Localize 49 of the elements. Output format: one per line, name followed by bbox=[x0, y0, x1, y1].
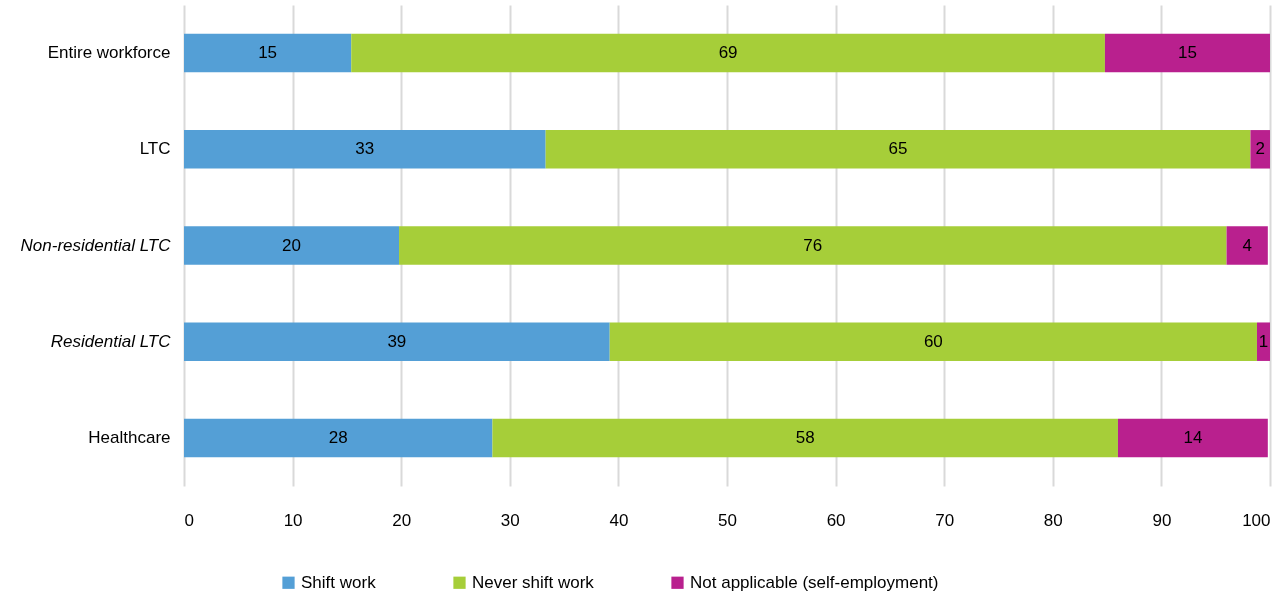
bar bbox=[1250, 130, 1270, 169]
bar bbox=[184, 130, 546, 169]
x-tick-label: 60 bbox=[826, 510, 846, 530]
x-tick-label: 30 bbox=[500, 510, 520, 530]
x-tick-label: 40 bbox=[609, 510, 629, 530]
y-tick-label: Healthcare bbox=[88, 427, 171, 447]
bar bbox=[184, 33, 352, 73]
data-label: 28 bbox=[328, 427, 348, 447]
bar bbox=[184, 322, 610, 361]
bar bbox=[184, 418, 493, 458]
bar bbox=[1117, 418, 1268, 458]
bar bbox=[492, 418, 1118, 458]
legend-label: Shift work bbox=[301, 572, 377, 592]
data-label: 39 bbox=[387, 331, 407, 351]
bar bbox=[351, 33, 1105, 73]
bar bbox=[399, 226, 1227, 265]
data-label: 14 bbox=[1183, 427, 1203, 447]
data-label: 20 bbox=[282, 235, 301, 255]
bar bbox=[545, 130, 1251, 169]
data-label: 15 bbox=[1178, 43, 1197, 63]
bar bbox=[1256, 322, 1270, 361]
data-label: 65 bbox=[888, 139, 908, 159]
data-label: 69 bbox=[718, 43, 738, 63]
legend-label: Never shift work bbox=[472, 572, 595, 592]
data-label: 1 bbox=[1258, 331, 1269, 351]
x-tick-label: 80 bbox=[1043, 510, 1063, 530]
data-label: 76 bbox=[803, 235, 823, 255]
y-tick-label: Non-residential LTC bbox=[20, 235, 172, 255]
y-tick-label: LTC bbox=[139, 139, 171, 159]
x-tick-label: 20 bbox=[392, 510, 412, 530]
y-tick-label: Residential LTC bbox=[50, 331, 172, 351]
legend-label: Not applicable (self-employment) bbox=[690, 572, 939, 592]
data-label: 33 bbox=[355, 139, 375, 159]
data-label: 15 bbox=[258, 43, 278, 63]
x-tick-label: 50 bbox=[718, 510, 737, 530]
x-tick-label: 90 bbox=[1152, 510, 1172, 530]
y-tick-label: Entire workforce bbox=[47, 43, 171, 63]
data-label: 58 bbox=[795, 427, 815, 447]
data-label: 2 bbox=[1255, 139, 1265, 159]
x-tick-label: 70 bbox=[935, 510, 955, 530]
x-tick-label: 100 bbox=[1242, 510, 1271, 530]
x-tick-label: 10 bbox=[283, 510, 303, 530]
bar bbox=[609, 322, 1257, 361]
data-label: 60 bbox=[923, 331, 943, 351]
x-tick-label: 0 bbox=[184, 510, 194, 530]
data-label: 4 bbox=[1242, 235, 1252, 255]
bar bbox=[1226, 226, 1268, 265]
bar bbox=[184, 226, 400, 265]
bar bbox=[1104, 33, 1270, 73]
